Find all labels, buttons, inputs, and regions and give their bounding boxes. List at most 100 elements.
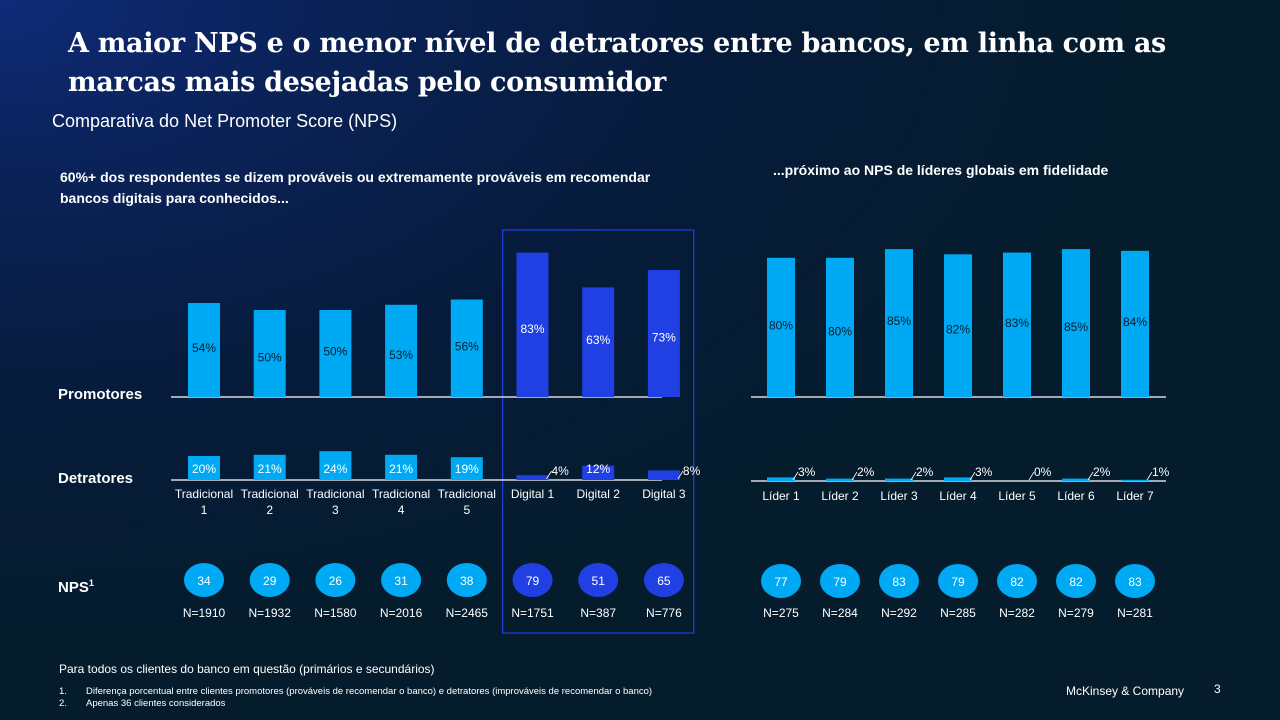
category-label: Tradicional: [175, 487, 233, 501]
promoters-bar: [944, 254, 972, 397]
detractors-bar: [944, 477, 972, 481]
detractors-value-label: 0%: [1034, 465, 1052, 479]
detractors-leader-line: [1146, 471, 1153, 481]
detractors-value-label: 4%: [552, 464, 570, 478]
nps-row-label: NPS1: [58, 578, 94, 596]
nps-value-label: 79: [833, 575, 847, 589]
promoters-bar: [385, 304, 418, 397]
sample-size-label: N=776: [646, 606, 682, 620]
nps-circle: [184, 563, 224, 597]
detractors-value-label: 24%: [323, 462, 347, 476]
promoters-value-label: 84%: [1123, 315, 1147, 329]
category-label: Líder 2: [821, 489, 859, 503]
promoters-value-label: 82%: [946, 323, 970, 337]
sample-size-label: N=284: [822, 606, 858, 620]
detractors-bar: [1121, 479, 1149, 481]
detractors-value-label: 2%: [916, 465, 934, 479]
page-subtitle: Comparativa do Net Promoter Score (NPS): [52, 111, 398, 131]
nps-circle: [761, 564, 801, 598]
detractors-bar: [1062, 478, 1090, 481]
detractors-value-label: 1%: [1152, 465, 1170, 479]
category-label: Tradicional: [241, 487, 299, 501]
category-label: Tradicional: [372, 487, 430, 501]
category-label: 3: [332, 503, 339, 517]
promoters-value-label: 83%: [520, 322, 544, 336]
footnote-1: 1. Diferença porcentual entre clientes pr…: [59, 686, 652, 697]
nps-value-label: 34: [197, 574, 211, 588]
promoters-row-label: Promotores: [58, 386, 143, 403]
detractors-bar: [319, 451, 352, 480]
promoters-value-label: 80%: [828, 324, 852, 338]
promoters-value-label: 56%: [455, 339, 479, 353]
sample-size-label: N=281: [1117, 606, 1153, 620]
promoters-bar: [1003, 252, 1031, 397]
promoters-bar: [253, 310, 286, 397]
nps-circle: [997, 564, 1037, 598]
category-label: Digital 1: [511, 487, 555, 501]
detractors-bar: [582, 465, 615, 480]
nps-value-label: 29: [263, 574, 277, 588]
panel1-digital-highlight-box: [502, 229, 695, 634]
detractors-bar: [516, 475, 549, 480]
nps-value-label: 26: [329, 574, 343, 588]
sample-size-label: N=1910: [183, 606, 226, 620]
sample-size-label: N=1580: [314, 606, 357, 620]
promoters-bar: [516, 252, 549, 397]
detractors-value-label: 12%: [586, 462, 610, 476]
detractors-value-label: 19%: [455, 462, 479, 476]
promoters-value-label: 73%: [652, 330, 676, 344]
detractors-leader-line: [1087, 471, 1094, 481]
nps-value-label: 51: [592, 574, 606, 588]
promoters-bar: [1121, 250, 1149, 397]
detractors-bar: [826, 478, 854, 481]
nps-value-label: 79: [526, 574, 540, 588]
footnote-1-number: 1.: [59, 686, 67, 697]
promoters-value-label: 80%: [769, 318, 793, 332]
detractors-bar: [647, 470, 680, 480]
sample-size-label: N=279: [1058, 606, 1094, 620]
promoters-bar: [319, 310, 352, 397]
detractors-bar: [767, 477, 795, 481]
promoters-value-label: 54%: [192, 341, 216, 355]
detractors-bar: [885, 478, 913, 481]
detractors-value-label: 21%: [389, 462, 413, 476]
detractors-value-label: 3%: [975, 465, 993, 479]
nps-circle: [938, 564, 978, 598]
detractors-leader-line: [1028, 471, 1035, 481]
promoters-value-label: 85%: [887, 314, 911, 328]
promoters-bar: [450, 299, 483, 397]
detractors-value-label: 20%: [192, 462, 216, 476]
promoters-value-label: 50%: [258, 351, 282, 365]
nps-value-label: 79: [951, 575, 965, 589]
nps-circle: [879, 564, 919, 598]
category-label: Digital 3: [642, 487, 686, 501]
sample-size-label: N=285: [940, 606, 976, 620]
promoters-bar: [188, 303, 220, 397]
promoters-value-label: 53%: [389, 348, 413, 362]
category-label: Digital 2: [577, 487, 621, 501]
nps-circle: [381, 563, 422, 597]
promoters-value-label: 63%: [586, 333, 610, 347]
nps-circle: [249, 563, 290, 597]
category-label: 5: [463, 503, 470, 517]
promoters-value-label: 85%: [1064, 320, 1088, 334]
nps-value-label: 38: [460, 574, 474, 588]
detractors-leader-line: [851, 471, 858, 481]
promoters-bar: [826, 257, 854, 397]
nps-value-label: 31: [394, 574, 408, 588]
detractors-bar: [253, 454, 286, 480]
detractors-value-label: 21%: [258, 462, 282, 476]
nps-value-label: 82: [1010, 575, 1024, 589]
nps-footnote-ref: 1: [88, 578, 94, 588]
detractors-value-label: 2%: [1093, 465, 1111, 479]
promoters-bar: [582, 287, 615, 397]
detractors-bar: [188, 456, 220, 480]
right-chart-heading: ...próximo ao NPS de líderes globais em …: [773, 162, 1109, 178]
sample-size-label: N=1751: [511, 606, 554, 620]
category-label: 4: [398, 503, 405, 517]
sample-size-label: N=282: [999, 606, 1035, 620]
category-label: Líder 4: [939, 489, 977, 503]
sample-size-label: N=275: [763, 606, 799, 620]
sample-size-label: N=1932: [249, 606, 292, 620]
